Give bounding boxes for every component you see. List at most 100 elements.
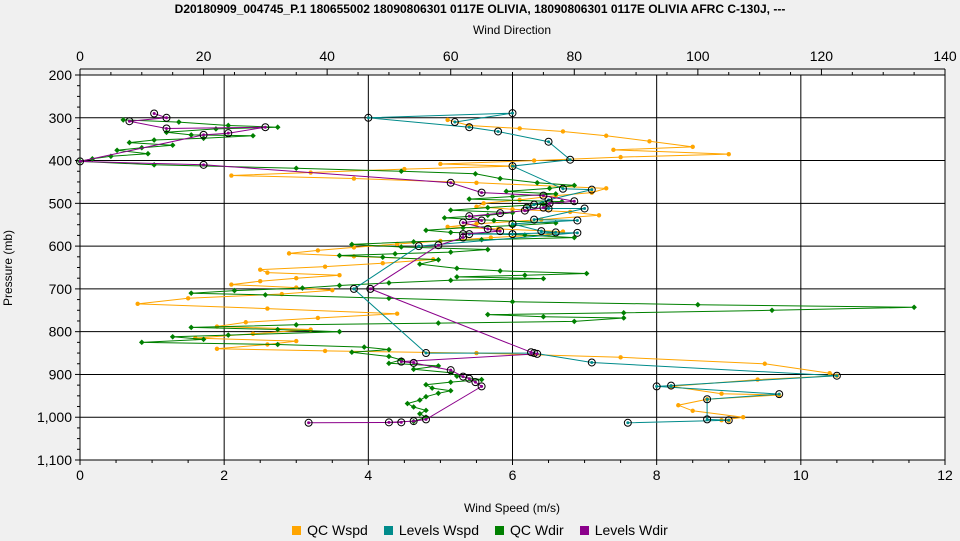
data-point [510,207,515,212]
x-axis-label: Wind Speed (m/s) [464,501,560,515]
data-point [435,320,442,326]
data-point [544,137,553,146]
data-point [265,306,270,311]
data-point [410,239,417,245]
legend-item-levels-wspd[interactable]: Levels Wspd [383,522,479,538]
data-point [454,265,460,272]
y-tick-label: 500 [49,195,73,211]
data-point [422,349,430,358]
legend-swatch-green [495,525,505,535]
data-point [539,191,548,200]
legend: QC Wspd Levels Wspd QC Wdir Levels Wdir [0,520,960,540]
data-point [483,225,492,233]
y-tick-label: 700 [49,281,73,297]
data-point [402,166,407,172]
legend-item-qc-wspd[interactable]: QC Wspd [292,522,368,538]
x-tick-label: 8 [653,467,661,483]
data-point [570,197,579,206]
data-point [336,328,343,335]
data-point [366,284,375,293]
data-point-center [467,125,471,129]
data-point [169,334,176,340]
data-point [410,404,417,410]
x-tick-label: 2 [220,467,228,483]
data-point [534,180,541,186]
data-point [447,277,454,284]
data-point [508,109,517,118]
data-point [386,295,392,302]
legend-item-levels-wdir[interactable]: Levels Wdir [579,522,668,538]
data-point-center [399,420,403,424]
data-point [690,144,695,150]
data-point [435,390,442,397]
data-point [417,411,423,417]
x2-tick-label: 40 [319,48,335,64]
data-point [135,301,140,307]
data-point [719,391,724,396]
legend-label-qc-wdir: QC Wdir [510,522,564,538]
data-point [571,318,578,325]
legend-item-qc-wdir[interactable]: QC Wdir [495,522,564,538]
data-point [435,257,442,263]
data-point [530,200,539,209]
data-point [423,227,429,234]
data-point [465,123,474,132]
data-point-center [575,231,579,235]
data-point-center [669,384,673,388]
x2-tick-label: 120 [810,48,834,64]
data-point [509,298,516,305]
data-point [459,218,468,227]
data-point [386,280,392,286]
data-point [138,339,145,346]
data-point [274,124,281,130]
data-point [566,155,575,164]
data-point-center [165,126,168,130]
data-point [438,161,443,167]
y-tick-label: 1,100 [37,452,72,468]
data-point [125,117,134,126]
grid-lines [80,75,945,460]
data-point [447,207,454,213]
x2-tick-label: 100 [686,48,710,64]
data-point [261,123,270,132]
data-point [392,251,398,257]
data-point [76,157,84,166]
data-point-center [541,194,545,198]
data-point [477,382,486,391]
data-point [250,132,256,139]
data-point [551,228,560,237]
data-point [454,274,460,280]
data-point [398,244,405,250]
y-tick-label: 300 [49,110,73,126]
data-point [214,346,220,351]
data-point [762,361,767,366]
data-point [293,322,300,328]
data-point [552,191,559,197]
data-point-center [366,116,370,120]
data-point [409,358,418,367]
data-point-center [535,352,539,356]
data-point-center [127,119,131,123]
data-point [471,378,480,387]
legend-label-qc-wspd: QC Wspd [307,522,368,538]
data-point-center [165,116,168,120]
data-point-center [548,201,552,205]
data-point-center [412,419,416,423]
data-point [497,268,503,274]
data-point [423,407,429,414]
data-point [676,403,681,408]
data-point [361,344,368,350]
data-point [150,109,159,118]
data-point [445,224,450,230]
chart-title: D20180909_004745_P.1 180655002 180908063… [174,2,786,16]
x-tick-label: 0 [76,467,84,483]
data-point-center [496,129,500,133]
x2-tick-label: 140 [933,48,957,64]
data-point-center [511,222,514,226]
data-point [410,366,417,373]
data-point [481,201,486,206]
data-point-center [511,111,514,115]
data-point-center [529,350,533,354]
data-point [409,417,418,426]
data-point-center [412,361,416,365]
